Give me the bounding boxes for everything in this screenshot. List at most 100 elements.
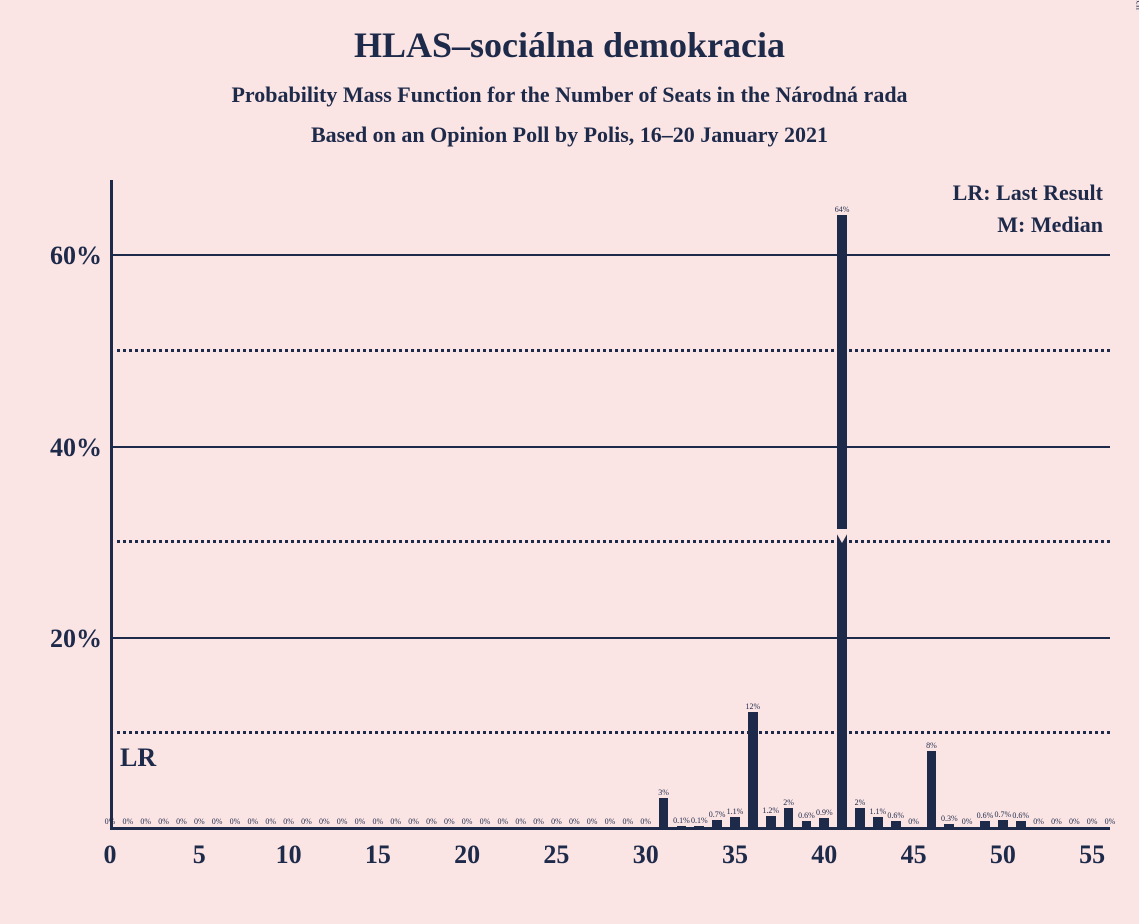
chart-area: 20%40%60%05101520253035404550550%0%0%0%0…	[110, 180, 1110, 830]
bar-value-label: 0%	[123, 817, 134, 826]
bar-value-label: 0.1%	[673, 816, 690, 825]
bar-value-label: 0%	[462, 817, 473, 826]
bar	[730, 817, 740, 828]
bar	[1016, 821, 1026, 827]
bar-value-label: 0%	[569, 817, 580, 826]
x-tick-label: 50	[990, 840, 1016, 870]
bar-value-label: 8%	[926, 741, 937, 750]
bar	[677, 826, 687, 827]
bar-value-label: 1.1%	[870, 807, 887, 816]
bar	[837, 215, 847, 827]
x-tick-label: 35	[722, 840, 748, 870]
bar-value-label: 0%	[587, 817, 598, 826]
bar-value-label: 1.2%	[762, 806, 779, 815]
bar-value-label: 0.6%	[798, 811, 815, 820]
y-tick-label: 20%	[50, 624, 102, 654]
x-tick-label: 15	[365, 840, 391, 870]
bar-value-label: 0%	[265, 817, 276, 826]
gridline-major	[110, 254, 1110, 256]
bar-value-label: 0%	[212, 817, 223, 826]
bar-value-label: 0%	[498, 817, 509, 826]
bar-value-label: 0.6%	[887, 811, 904, 820]
bar-value-label: 0%	[408, 817, 419, 826]
bar-value-label: 0%	[105, 817, 116, 826]
bar	[980, 821, 990, 827]
bar-value-label: 0.6%	[977, 811, 994, 820]
bar-value-label: 0%	[533, 817, 544, 826]
bar-value-label: 1.1%	[727, 807, 744, 816]
bar	[819, 818, 829, 827]
x-tick-label: 45	[901, 840, 927, 870]
bar	[944, 824, 954, 827]
x-tick-label: 40	[811, 840, 837, 870]
bar-value-label: 2%	[855, 798, 866, 807]
bar-value-label: 0%	[515, 817, 526, 826]
bar-value-label: 0.7%	[709, 810, 726, 819]
bar	[891, 821, 901, 827]
bar-value-label: 0%	[176, 817, 187, 826]
gridline-minor	[110, 540, 1110, 543]
bar-value-label: 0%	[623, 817, 634, 826]
bar-value-label: 0%	[390, 817, 401, 826]
bar-value-label: 0%	[1033, 817, 1044, 826]
bar-value-label: 0.6%	[1012, 811, 1029, 820]
bar-value-label: 0%	[1105, 817, 1116, 826]
copyright: © 2021 Filip van Laenen	[1133, 0, 1139, 10]
bar-value-label: 0.1%	[691, 816, 708, 825]
median-marker	[834, 529, 850, 543]
x-tick-label: 55	[1079, 840, 1105, 870]
bar-value-label: 0%	[283, 817, 294, 826]
bar	[712, 820, 722, 827]
gridline-minor	[110, 349, 1110, 352]
bar	[873, 817, 883, 828]
bar	[694, 826, 704, 827]
bar-value-label: 3%	[658, 788, 669, 797]
bar-value-label: 12%	[746, 702, 761, 711]
x-tick-label: 20	[454, 840, 480, 870]
bar-value-label: 0%	[230, 817, 241, 826]
bar-value-label: 0%	[426, 817, 437, 826]
plot-area: 20%40%60%05101520253035404550550%0%0%0%0…	[110, 180, 1110, 830]
bar	[927, 751, 937, 827]
x-tick-label: 25	[543, 840, 569, 870]
bar-value-label: 0%	[301, 817, 312, 826]
x-axis	[110, 827, 1110, 830]
bar	[998, 820, 1008, 827]
y-tick-label: 60%	[50, 241, 102, 271]
bar-value-label: 0%	[373, 817, 384, 826]
bar-value-label: 0%	[319, 817, 330, 826]
bar-value-label: 0%	[1051, 817, 1062, 826]
bar-value-label: 0%	[480, 817, 491, 826]
bar	[855, 808, 865, 827]
x-tick-label: 10	[276, 840, 302, 870]
bar-value-label: 0%	[640, 817, 651, 826]
bar-value-label: 2%	[783, 798, 794, 807]
lr-marker: LR	[120, 743, 156, 773]
bar-value-label: 0.9%	[816, 808, 833, 817]
bar-value-label: 0%	[194, 817, 205, 826]
bar	[766, 816, 776, 827]
bar-value-label: 0%	[444, 817, 455, 826]
bar-value-label: 0.3%	[941, 814, 958, 823]
gridline-major	[110, 446, 1110, 448]
bar-value-label: 0%	[140, 817, 151, 826]
gridline-minor	[110, 731, 1110, 734]
bar-value-label: 0%	[962, 817, 973, 826]
chart-subtitle-2: Based on an Opinion Poll by Polis, 16–20…	[0, 108, 1139, 148]
y-tick-label: 40%	[50, 433, 102, 463]
bar-value-label: 64%	[835, 205, 850, 214]
x-tick-label: 0	[104, 840, 117, 870]
bar-value-label: 0.7%	[995, 810, 1012, 819]
chart-title: HLAS–sociálna demokracia	[0, 0, 1139, 66]
bar	[748, 712, 758, 827]
bar-value-label: 0%	[1087, 817, 1098, 826]
bar-value-label: 0%	[248, 817, 259, 826]
bar-value-label: 0%	[605, 817, 616, 826]
bar-value-label: 0%	[337, 817, 348, 826]
bar-value-label: 0%	[908, 817, 919, 826]
bar-value-label: 0%	[1069, 817, 1080, 826]
x-tick-label: 30	[633, 840, 659, 870]
bar-value-label: 0%	[551, 817, 562, 826]
bar	[802, 821, 812, 827]
bar	[659, 798, 669, 827]
